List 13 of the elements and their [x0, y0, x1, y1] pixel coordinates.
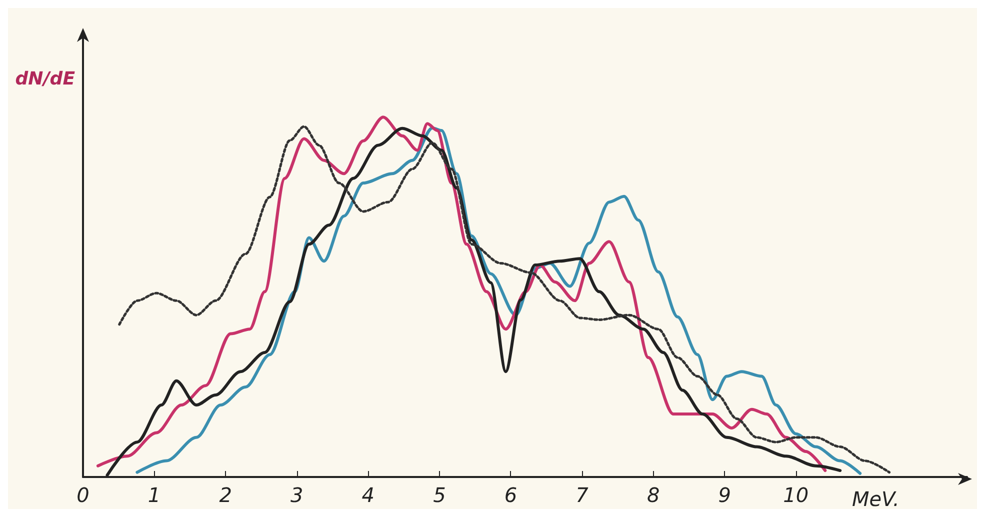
- x-tick-label: 5: [433, 483, 446, 507]
- x-tick-label: 0: [76, 483, 90, 507]
- x-tick-label: 9: [718, 483, 731, 507]
- x-tick-label: 2: [219, 483, 232, 507]
- x-tick-label: 3: [290, 483, 304, 507]
- x-tick-label: 10: [783, 483, 809, 507]
- x-tick-label: 8: [646, 483, 660, 507]
- x-tick-label: 1: [148, 483, 161, 507]
- y-axis-title: dN/dE: [15, 68, 76, 90]
- x-tick-label: 6: [504, 483, 518, 507]
- x-axis-title: MeV.: [852, 487, 900, 511]
- x-tick-label: 4: [362, 483, 375, 507]
- x-tick-label: 7: [576, 483, 589, 507]
